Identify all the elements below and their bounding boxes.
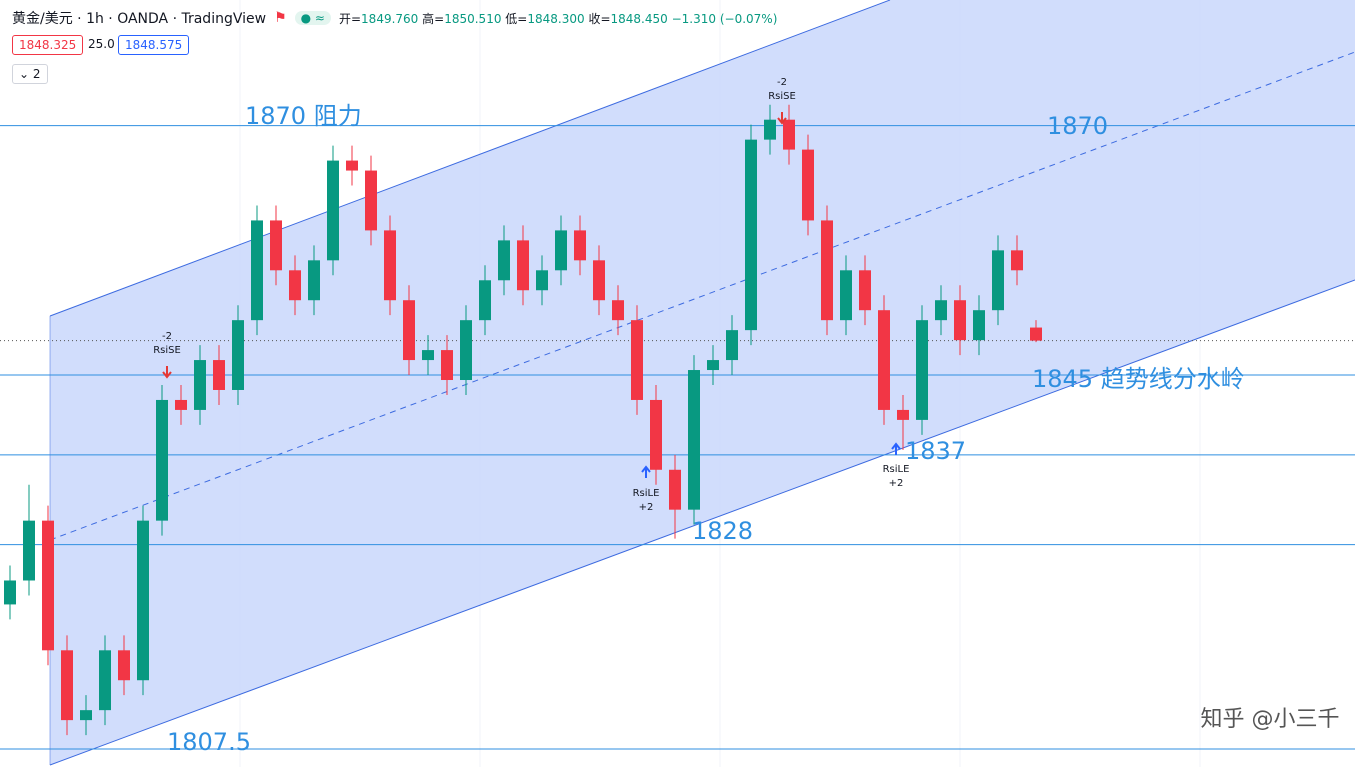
candle-body: [669, 469, 681, 510]
spread: 25.0: [88, 37, 115, 51]
signal-arrow: [641, 465, 651, 478]
candle-body: [593, 260, 605, 301]
signal-label: +2: [639, 502, 654, 513]
candle-body: [441, 350, 453, 381]
signal-label: RsiSE: [768, 91, 796, 102]
candle-body: [1030, 327, 1042, 341]
candle-body: [897, 409, 909, 420]
candle-body: [688, 370, 700, 510]
annotation: 1870 阻力: [245, 102, 362, 130]
candle-body: [498, 240, 510, 281]
status-badge[interactable]: ● ≈: [294, 11, 331, 25]
symbol-title: 黄金/美元 · 1h · OANDA · TradingView: [12, 11, 267, 27]
channel-fill: [50, 0, 1355, 765]
candle-body: [726, 330, 738, 361]
signal-label: -2: [162, 331, 172, 342]
candle-body: [783, 119, 795, 150]
candle-body: [270, 220, 282, 271]
annotation: 1828: [692, 517, 753, 545]
candle-body: [517, 240, 529, 291]
candle-body: [23, 520, 35, 581]
candle-body: [4, 580, 16, 605]
candle-body: [840, 270, 852, 321]
candle-body: [479, 280, 491, 321]
annotation: 1870: [1047, 112, 1108, 140]
candle-body: [574, 230, 586, 261]
ohlc-label: 收=: [588, 11, 611, 26]
annotation: 1807.5: [167, 728, 251, 756]
indicator-toggle[interactable]: ⌄ 2: [12, 64, 48, 84]
indicator-count: 2: [32, 67, 41, 81]
candle-body: [612, 300, 624, 321]
ohlc-value: 1850.510: [444, 11, 502, 26]
ohlc-value: 1848.300: [527, 11, 585, 26]
channel-mid: [49, 51, 1355, 541]
flag-icon: ⚑: [274, 10, 287, 26]
change: −1.310 (−0.07%): [671, 11, 778, 26]
candle-body: [308, 260, 320, 301]
candle-body: [555, 230, 567, 271]
signal-arrow: [162, 366, 172, 379]
candle-body: [707, 360, 719, 371]
channel-lower: [49, 279, 1355, 766]
channel-upper: [49, 0, 891, 317]
candle-body: [403, 300, 415, 361]
candle-body: [365, 170, 377, 231]
candle-body: [916, 320, 928, 420]
candle-body: [631, 320, 643, 400]
ohlc-label: 低=: [505, 11, 528, 26]
candle-body: [99, 650, 111, 711]
signal-label: RsiLE: [633, 488, 660, 499]
candle-body: [118, 650, 130, 681]
candle-body: [973, 310, 985, 341]
candle-body: [878, 310, 890, 410]
candle-body: [42, 520, 54, 651]
candle-body: [460, 320, 472, 381]
candle-body: [137, 520, 149, 681]
watermark: 知乎 @小三千: [1201, 707, 1340, 732]
header: 黄金/美元 · 1h · OANDA · TradingView ⚑ ● ≈ 开…: [12, 8, 777, 28]
ohlc-label: 高=: [422, 11, 445, 26]
candle-body: [156, 399, 168, 521]
candle-body: [821, 220, 833, 321]
candle-body: [251, 220, 263, 321]
candle-body: [764, 119, 776, 140]
candle-body: [175, 399, 187, 410]
candle-body: [327, 160, 339, 261]
candle-body: [61, 650, 73, 721]
candle-body: [422, 350, 434, 361]
candle-body: [384, 230, 396, 301]
candle-body: [650, 399, 662, 470]
signal-label: RsiLE: [883, 464, 910, 475]
candle-body: [859, 270, 871, 311]
candle-body: [935, 300, 947, 321]
annotation: 1837: [905, 437, 966, 465]
candle-body: [802, 149, 814, 221]
signal-label: RsiSE: [153, 345, 181, 356]
candle-body: [232, 320, 244, 390]
candle-body: [194, 360, 206, 410]
ohlc: 开=1849.760 高=1850.510 低=1848.300 收=1848.…: [339, 10, 777, 27]
candle-body: [1011, 250, 1023, 271]
candle-body: [536, 270, 548, 291]
candle-body: [992, 250, 1004, 311]
ohlc-value: 1849.760: [361, 11, 419, 26]
candle-body: [346, 160, 358, 171]
candle-body: [80, 710, 92, 721]
candle-body: [745, 139, 757, 331]
signal-label: -2: [777, 77, 787, 88]
candle-body: [954, 300, 966, 341]
candle-body: [289, 270, 301, 301]
candle-body: [213, 360, 225, 390]
ohlc-label: 开=: [338, 11, 362, 26]
signal-arrow: [891, 442, 901, 455]
signal-arrow: [777, 112, 787, 125]
sell-price[interactable]: 1848.325: [12, 35, 84, 55]
buy-price[interactable]: 1848.575: [118, 35, 190, 55]
signal-label: +2: [889, 478, 904, 489]
ohlc-value: 1848.450: [610, 11, 668, 26]
annotation: 1845 趋势线分水岭: [1032, 365, 1245, 393]
